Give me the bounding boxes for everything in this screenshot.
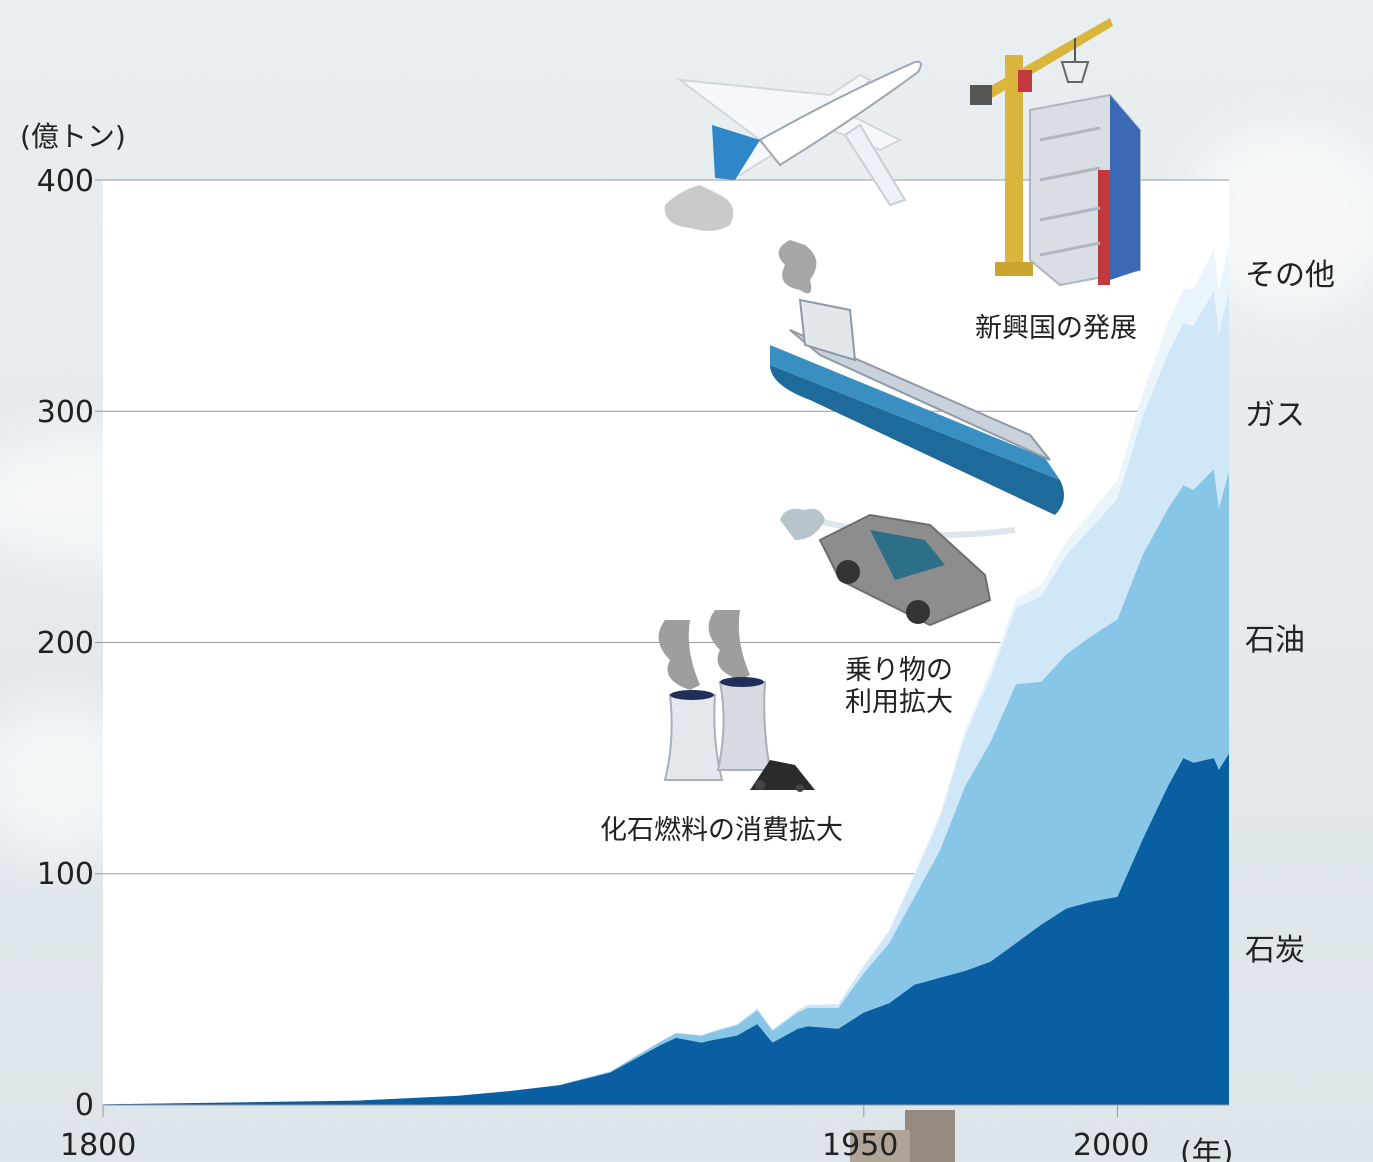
car-icon	[780, 508, 992, 627]
construction-crane-icon	[970, 18, 1113, 276]
y-axis-unit-label: (億トン)	[20, 120, 126, 153]
x-tick-label: 1800	[60, 1128, 137, 1162]
y-tick-label: 300	[36, 395, 94, 430]
series-label-oil: 石油	[1245, 623, 1305, 658]
annotation-vehicles: 乗り物の 利用拡大	[845, 655, 953, 719]
coal-pile-icon	[750, 760, 815, 792]
area-series-0	[103, 753, 1229, 1105]
series-label-gas: ガス	[1245, 398, 1305, 433]
y-tick-label: 0	[74, 1088, 94, 1123]
factory-building-icon	[850, 1110, 955, 1162]
airplane-icon	[664, 60, 922, 231]
building-icon	[1029, 93, 1141, 287]
x-tick-label: 1950	[822, 1128, 899, 1162]
annotation-emerging-nations: 新興国の発展	[975, 313, 1137, 344]
area-series-1	[103, 469, 1229, 1105]
series-label-coal: 石炭	[1245, 933, 1305, 968]
power-plant-icon	[658, 610, 772, 781]
y-tick-label: 400	[36, 164, 94, 199]
cargo-ship-icon	[770, 240, 1064, 538]
area-series-2	[103, 291, 1229, 1105]
x-tick-label: 2000	[1073, 1128, 1150, 1162]
y-tick-label: 200	[36, 626, 94, 661]
x-axis-unit-label: (年)	[1180, 1136, 1234, 1162]
annotation-fossil-fuel: 化石燃料の消費拡大	[600, 815, 843, 846]
series-label-other: その他	[1245, 258, 1335, 293]
y-tick-label: 100	[36, 857, 94, 892]
